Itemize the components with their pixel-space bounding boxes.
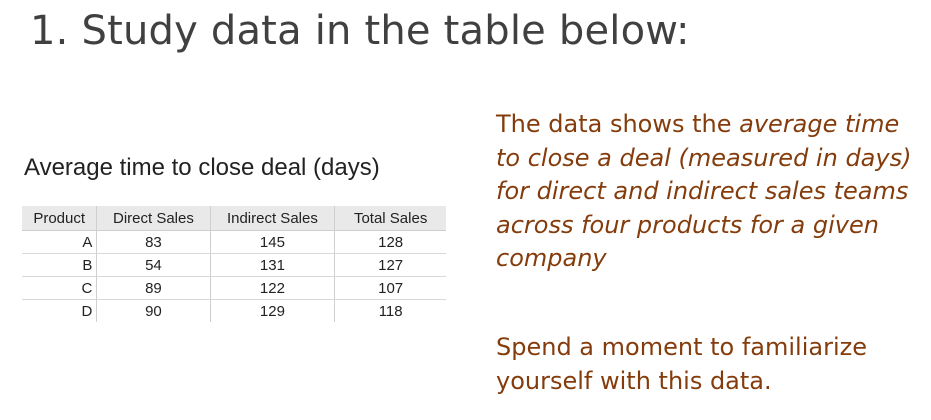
cell-product: A: [22, 230, 98, 254]
cell-total-sales: 128: [334, 230, 446, 254]
cell-product: C: [22, 276, 98, 300]
table-header-row: Product Direct Sales Indirect Sales Tota…: [22, 206, 446, 231]
header-indirect-sales: Indirect Sales: [210, 206, 336, 231]
cell-total-sales: 118: [378, 302, 403, 320]
description-intro: The data shows the: [496, 110, 740, 138]
header-product: Product: [22, 206, 98, 231]
cell-indirect-sales: 129: [210, 299, 336, 322]
header-direct-sales: Direct Sales: [96, 206, 211, 231]
table-caption: Average time to close deal (days): [24, 154, 380, 181]
cell-direct-sales: 83: [96, 230, 211, 254]
cell-indirect-sales: 145: [210, 230, 336, 254]
data-table: Product Direct Sales Indirect Sales Tota…: [22, 206, 446, 322]
table-row: C 89 122 107: [22, 276, 446, 300]
cell-total-sales: 107: [334, 276, 446, 300]
cell-total-sales: 127: [334, 253, 446, 277]
description-text: The data shows the average time to close…: [496, 108, 926, 276]
table-row: A 83 145 128: [22, 230, 446, 254]
description-emphasis: average time to close a deal (measured i…: [496, 110, 912, 272]
cell-direct-sales: 89: [96, 276, 211, 300]
cell-direct-sales: 90: [96, 299, 211, 322]
cell-product: B: [22, 253, 98, 277]
table-row: B 54 131 127: [22, 253, 446, 277]
cell-indirect-sales: 122: [210, 276, 336, 300]
cell-indirect-sales: 131: [210, 253, 336, 277]
header-total-sales: Total Sales: [334, 206, 446, 231]
slide-title: 1. Study data in the table below:: [30, 8, 690, 54]
table-row: D 90 129 118: [22, 299, 446, 322]
cell-direct-sales: 54: [96, 253, 211, 277]
instruction-note: Spend a moment to familiarize yourself w…: [496, 333, 867, 395]
cell-product: D: [22, 299, 98, 322]
